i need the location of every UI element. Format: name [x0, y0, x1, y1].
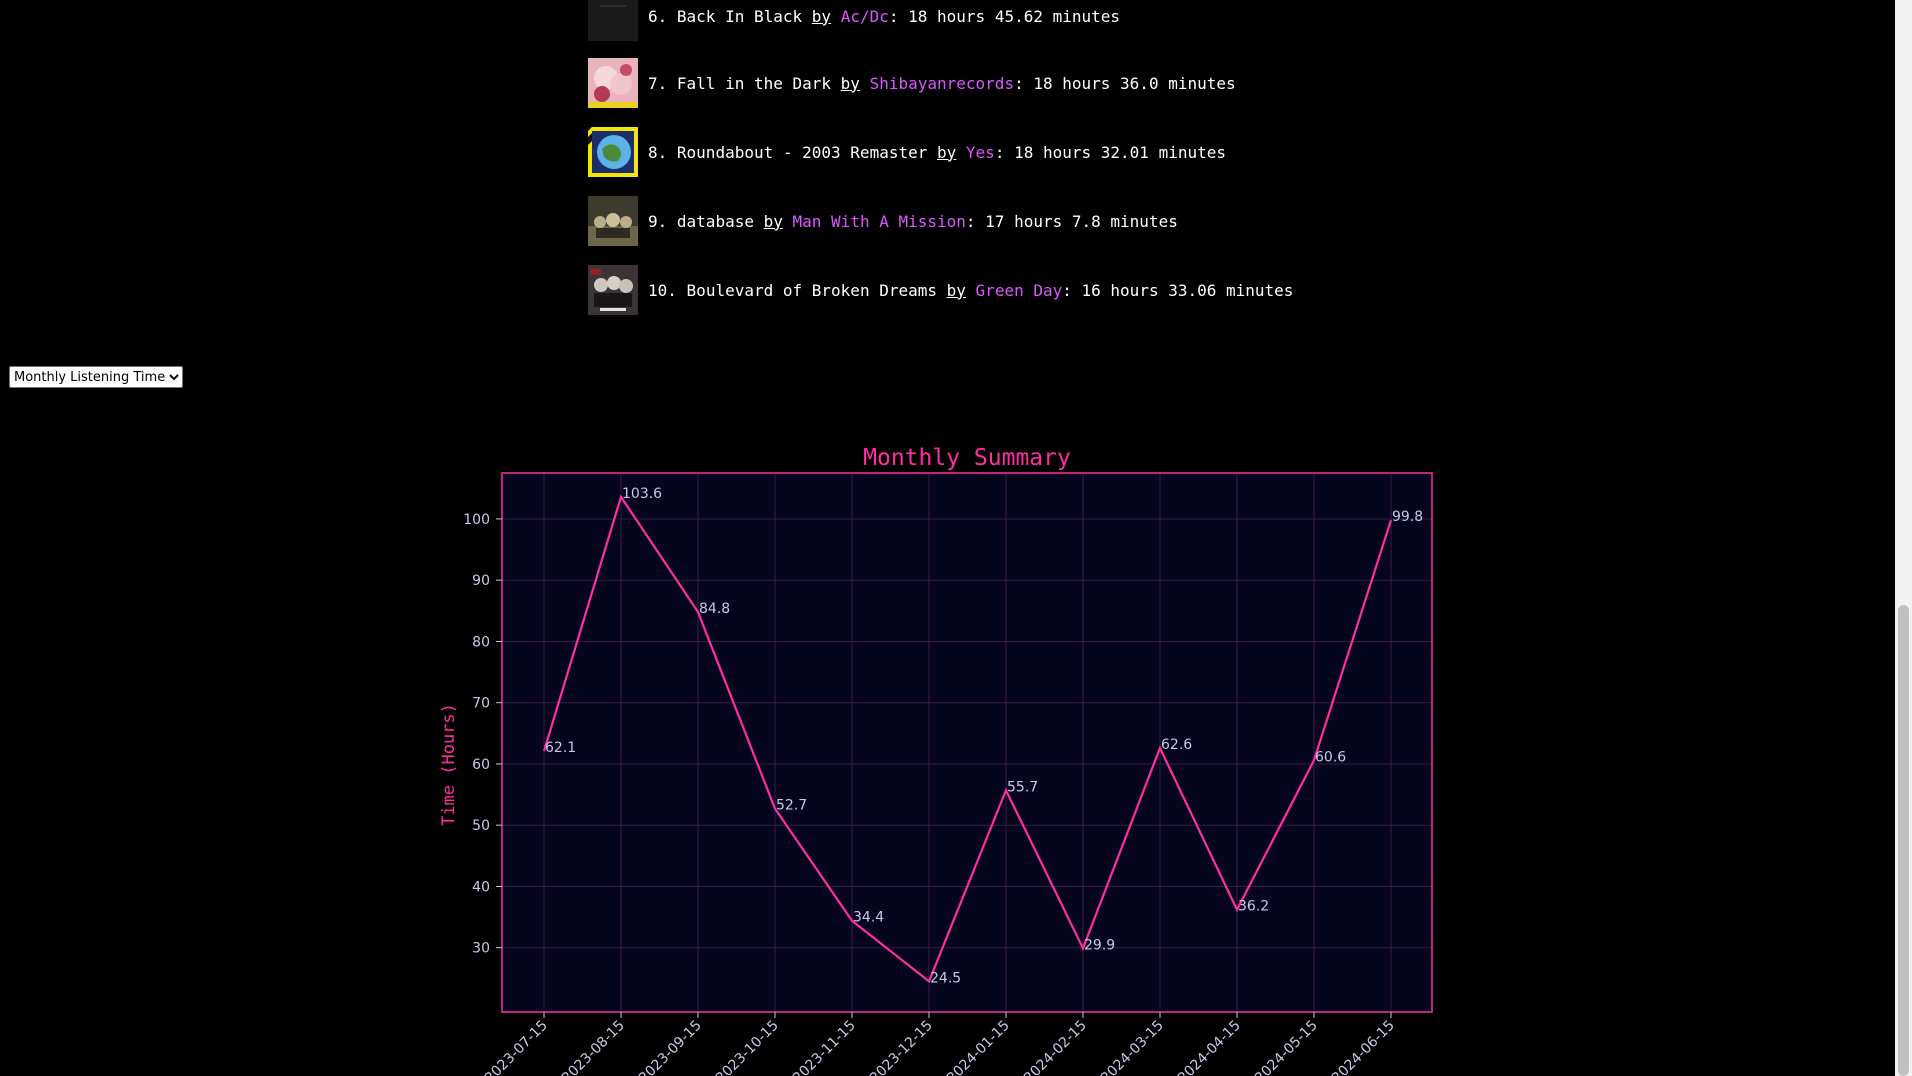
- track-title: Back In Black: [676, 6, 803, 26]
- album-cover-fall-in-the-dark-icon: [588, 58, 638, 108]
- track-title: Roundabout - 2003 Remaster: [676, 142, 928, 162]
- track-rank: 8.: [648, 142, 668, 162]
- track-by-label: by: [840, 73, 860, 93]
- x-tick-label: 2024-02-15: [1021, 1018, 1090, 1076]
- data-label: 34.4: [853, 910, 884, 926]
- y-tick-label: 40: [472, 879, 490, 895]
- x-tick-label: 2023-09-15: [636, 1018, 705, 1076]
- track-time: : 18 hours 32.01 minutes: [994, 142, 1226, 162]
- y-tick-label: 100: [463, 512, 490, 528]
- track-artist-link[interactable]: Yes: [965, 142, 995, 162]
- x-tick-label: 2023-10-15: [713, 1018, 782, 1076]
- track-time: : 17 hours 7.8 minutes: [965, 211, 1178, 231]
- x-tick-label: 2024-06-15: [1329, 1018, 1398, 1076]
- data-label: 99.8: [1392, 509, 1423, 525]
- data-label: 24.5: [930, 970, 961, 986]
- y-axis-ticks: 30 40 50 60 70 80 90 100: [463, 512, 502, 957]
- y-tick-label: 30: [472, 941, 490, 957]
- data-labels: 62.1 103.6 84.8 52.7 34.4 24.5 55.7 29.9 62.6 36.…: [545, 486, 1423, 986]
- y-tick-label: 50: [472, 818, 490, 834]
- x-tick-label: 2024-01-15: [944, 1018, 1013, 1076]
- track-by-label: by: [946, 280, 966, 300]
- track-artist-link[interactable]: Man With A Mission: [792, 211, 966, 231]
- album-cover-roundabout-icon: [588, 127, 638, 177]
- track-rank: 7.: [648, 73, 668, 93]
- track-rank: 10.: [648, 280, 677, 300]
- summary-type-select[interactable]: Monthly Listening Time: [9, 366, 183, 388]
- track-artist-link[interactable]: Shibayanrecords: [869, 73, 1015, 93]
- plot-border: [501, 472, 1433, 1013]
- data-label: 55.7: [1007, 779, 1038, 795]
- plot-area: [502, 473, 1432, 1012]
- track-rank: 6.: [648, 6, 668, 26]
- track-title: database: [676, 211, 754, 231]
- chart-title: Monthly Summary: [863, 445, 1071, 471]
- y-tick-label: 80: [472, 634, 490, 650]
- x-grid: [543, 473, 1392, 1012]
- track-time: : 16 hours 33.06 minutes: [1062, 280, 1294, 300]
- x-tick-label: 2024-03-15: [1098, 1018, 1167, 1076]
- data-label: 29.9: [1084, 937, 1115, 953]
- y-tick-label: 70: [472, 696, 490, 712]
- data-label: 62.6: [1161, 737, 1192, 753]
- data-label: 62.1: [545, 740, 576, 756]
- data-label: 52.7: [776, 798, 807, 814]
- x-tick-label: 2023-12-15: [867, 1018, 936, 1076]
- y-tick-label: 60: [472, 757, 490, 773]
- data-label: 60.6: [1315, 749, 1346, 765]
- track-by-label: by: [937, 142, 957, 162]
- track-title: Fall in the Dark: [676, 73, 832, 93]
- y-grid: [502, 518, 1432, 949]
- data-label: 36.2: [1238, 899, 1269, 915]
- list-item: 9. database by Man With A Mission: 17 ho…: [588, 196, 1178, 246]
- x-tick-label: 2024-05-15: [1252, 1018, 1321, 1076]
- y-tick-label: 90: [472, 573, 490, 589]
- album-cover-database-icon: [588, 196, 638, 246]
- x-tick-label: 2023-07-15: [482, 1018, 551, 1076]
- track-rank: 9.: [648, 211, 668, 231]
- list-item: 8. Roundabout - 2003 Remaster by Yes: 18…: [588, 127, 1226, 177]
- list-item: 7. Fall in the Dark by Shibayanrecords: …: [588, 58, 1236, 108]
- track-artist-link[interactable]: Green Day: [975, 280, 1063, 300]
- x-axis-ticks: 2023-07-15 2023-08-15 2023-09-15 2023-10-15…: [482, 1012, 1398, 1076]
- x-tick-label: 2024-04-15: [1175, 1018, 1244, 1076]
- album-cover-boulevard-icon: [588, 265, 638, 315]
- series-line: [542, 494, 1393, 984]
- x-tick-label: 2023-08-15: [559, 1018, 628, 1076]
- monthly-summary-chart: 30 40 50 60 70 80 90 100 2023-07-15 2023-08-15 20…: [0, 420, 1912, 1076]
- scrollbar-thumb[interactable]: [1898, 605, 1909, 1076]
- vertical-scrollbar[interactable]: [1895, 0, 1912, 1076]
- track-time: : 18 hours 36.0 minutes: [1014, 73, 1236, 93]
- track-by-label: by: [811, 6, 832, 26]
- track-artist-link[interactable]: Ac/Dc: [840, 6, 889, 26]
- x-tick-label: 2023-11-15: [790, 1018, 859, 1076]
- track-time: : 18 hours 45.62 minutes: [888, 6, 1121, 26]
- track-by-label: by: [763, 211, 783, 231]
- y-axis-label: Time (Hours): [439, 703, 459, 826]
- data-label: 103.6: [622, 486, 662, 502]
- list-item: 6. Back In Black by Ac/Dc: 18 hours 45.6…: [588, 0, 1120, 41]
- data-label: 84.8: [699, 601, 730, 617]
- album-cover-back-in-black-icon: [588, 0, 638, 41]
- list-item: 10. Boulevard of Broken Dreams by Green …: [588, 265, 1293, 315]
- track-title: Boulevard of Broken Dreams: [686, 280, 937, 300]
